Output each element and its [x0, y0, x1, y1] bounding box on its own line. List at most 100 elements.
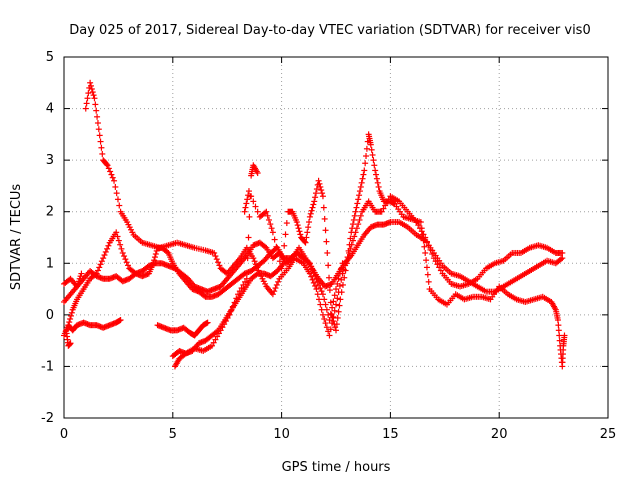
- data-point-fill: [371, 162, 378, 169]
- data-point-fill: [350, 216, 357, 223]
- data-point-fill: [215, 330, 222, 337]
- data-point-fill: [313, 186, 320, 193]
- data-point: [235, 291, 242, 298]
- data-point-fill: [362, 160, 369, 167]
- data-point-fill: [282, 231, 289, 238]
- data-point-fill: [319, 190, 326, 197]
- data-point-fill: [214, 333, 221, 340]
- data-point-fill: [360, 171, 367, 178]
- data-point-fill: [309, 276, 316, 283]
- data-point-fill: [221, 321, 228, 328]
- data-point-fill: [222, 318, 229, 325]
- data-point-fill: [320, 204, 327, 211]
- data-point: [117, 317, 124, 324]
- data-point-fill: [245, 234, 252, 241]
- y-tick-label: 5: [46, 50, 54, 65]
- data-point-fill: [363, 145, 370, 152]
- data-point: [263, 208, 270, 215]
- data-point-fill: [242, 204, 249, 211]
- data-point: [324, 249, 331, 256]
- data-point-fill: [228, 307, 235, 314]
- data-point-fill: [321, 296, 328, 303]
- data-point-fill: [556, 332, 563, 339]
- data-point: [554, 317, 561, 324]
- data-point: [333, 327, 339, 334]
- data-point-fill: [97, 138, 104, 145]
- data-point-fill: [275, 278, 282, 285]
- y-tick-label: 1: [46, 256, 54, 271]
- data-point-fill: [307, 210, 314, 217]
- data-point-fill: [121, 253, 128, 260]
- data-point-fill: [330, 298, 337, 305]
- data-point: [119, 249, 126, 256]
- data-point-fill: [253, 271, 260, 278]
- data-point-fill: [331, 292, 338, 299]
- data-point-fill: [113, 190, 120, 197]
- data-point-fill: [268, 225, 275, 232]
- data-point-fill: [90, 92, 97, 99]
- data-point: [269, 229, 276, 236]
- data-point: [313, 275, 320, 282]
- data-point-fill: [250, 198, 257, 205]
- data-point: [302, 239, 309, 246]
- data-point-fill: [88, 85, 95, 92]
- data-point-fill: [117, 241, 124, 248]
- data-point-fill: [124, 262, 131, 269]
- data-point-fill: [327, 299, 334, 306]
- data-point: [561, 332, 568, 339]
- data-point-fill: [338, 265, 345, 272]
- data-point-fill: [99, 150, 106, 157]
- data-point: [93, 270, 100, 277]
- x-axis-label: GPS time / hours: [282, 460, 391, 475]
- data-point-fill: [421, 243, 428, 250]
- data-point: [319, 193, 326, 200]
- data-point-fill: [93, 107, 100, 114]
- data-point-fill: [368, 146, 375, 153]
- data-point-fill: [312, 190, 319, 197]
- y-tick-labels: -2 -1 0 1 2 3 4 5: [41, 50, 54, 426]
- data-point-fill: [96, 132, 103, 139]
- data-point-fill: [326, 287, 333, 294]
- data-point-fill: [67, 312, 74, 319]
- data-point-fill: [323, 324, 330, 331]
- data-point: [65, 322, 72, 329]
- data-point: [95, 126, 102, 133]
- data-point-fill: [338, 276, 345, 283]
- data-point-fill: [262, 209, 269, 216]
- data-point-fill: [181, 351, 188, 358]
- x-tick-label: 15: [382, 427, 399, 442]
- data-point-fill: [357, 212, 364, 219]
- data-point-fill: [356, 192, 363, 199]
- data-point-fill: [335, 275, 342, 282]
- data-point: [217, 327, 224, 334]
- data-point-fill: [316, 281, 323, 288]
- data-point-fill: [314, 291, 321, 298]
- data-point: [417, 219, 424, 226]
- data-point-fill: [369, 151, 376, 158]
- data-point-fill: [318, 288, 325, 295]
- data-point-fill: [346, 241, 353, 248]
- data-point-fill: [244, 196, 251, 203]
- data-point-fill: [349, 221, 356, 228]
- data-point-fill: [437, 267, 444, 274]
- data-point-fill: [271, 236, 278, 243]
- data-point-fill: [104, 245, 111, 252]
- data-point-fill: [96, 264, 103, 271]
- data-point-fill: [107, 168, 114, 175]
- data-point: [372, 167, 379, 174]
- data-point-fill: [316, 296, 323, 303]
- data-point-fill: [215, 259, 222, 266]
- data-point-fill: [295, 225, 302, 232]
- data-point-fill: [312, 282, 319, 289]
- data-point-fill: [322, 320, 329, 327]
- data-point-fill: [331, 307, 338, 314]
- data-point-fill: [309, 204, 316, 211]
- data-point-fill: [296, 228, 303, 235]
- chart-title: Day 025 of 2017, Sidereal Day-to-day VTE…: [69, 23, 590, 38]
- data-point-fill: [262, 243, 269, 250]
- data-point-fill: [236, 288, 243, 295]
- data-point: [91, 95, 98, 102]
- data-point-fill: [216, 262, 223, 269]
- data-point-fill: [151, 254, 158, 261]
- data-point-fill: [87, 82, 94, 89]
